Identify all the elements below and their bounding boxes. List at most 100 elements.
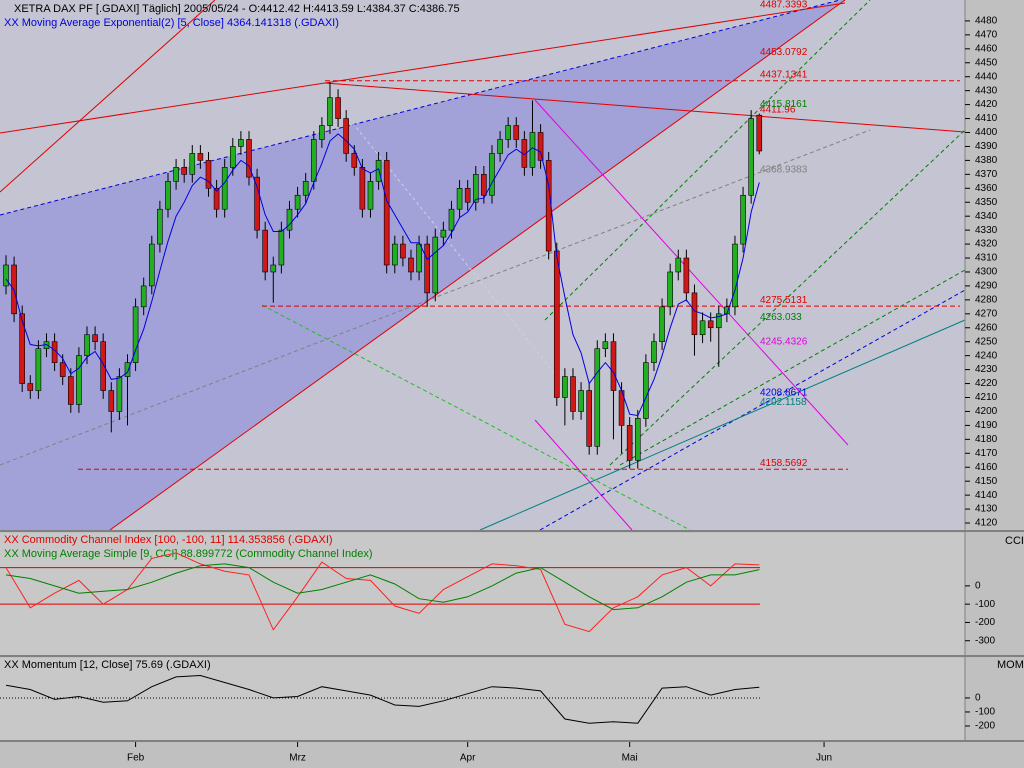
candle-body <box>262 229 268 273</box>
y-tick-label: 4360 <box>975 183 998 194</box>
legend-entry: XX Commodity Channel Index [100, -100, 1… <box>4 534 333 546</box>
candle-body <box>173 167 179 182</box>
candle-body <box>740 194 746 245</box>
y-tick-label: -200 <box>975 617 995 628</box>
candle-body <box>594 348 601 447</box>
candle-body <box>667 271 673 308</box>
candle-body <box>699 320 706 336</box>
candle-body <box>229 146 236 168</box>
candle-body <box>424 243 430 294</box>
trend-line <box>479 319 966 531</box>
y-tick-label: 4440 <box>975 71 998 82</box>
level-label: 4453.0792 <box>760 47 808 58</box>
candle-body <box>634 418 641 461</box>
trend-line <box>261 304 691 531</box>
candle-body <box>270 264 277 273</box>
candle-body <box>489 153 495 196</box>
candle-body <box>76 355 82 405</box>
candle-body <box>732 243 738 308</box>
legend-entry: XX Moving Average Exponential(2) [5, Clo… <box>4 17 339 29</box>
y-tick-label: 4230 <box>975 364 998 375</box>
candle-body <box>310 139 317 182</box>
candle-body <box>84 334 90 356</box>
y-tick-label: 4320 <box>975 239 998 250</box>
legend-entry: XX Momentum [12, Close] 75.69 (.GDAXI) <box>4 659 211 671</box>
trend-line <box>534 419 633 531</box>
level-label: 4275.5131 <box>760 295 808 306</box>
level-label: 4202.1158 <box>760 397 807 408</box>
candle-body <box>464 187 471 203</box>
level-label: 4368.9383 <box>760 164 808 175</box>
candle-body <box>132 306 139 363</box>
level-label: 4415.8161 <box>760 99 808 110</box>
trend-line <box>0 0 841 216</box>
level-label: 4437.1341 <box>760 69 808 80</box>
y-tick-label: 4240 <box>975 350 998 361</box>
y-tick-label: 4390 <box>975 141 998 152</box>
candle-body <box>140 285 147 308</box>
y-tick-label: 4140 <box>975 490 998 501</box>
x-tick-label: Mrz <box>289 753 306 764</box>
trend-line <box>609 129 966 466</box>
y-tick-label: 4130 <box>975 504 998 515</box>
trend-line <box>534 99 849 446</box>
candle-body <box>157 208 163 245</box>
candle-body <box>586 390 592 447</box>
candle-body <box>148 243 155 287</box>
candle-body <box>67 376 74 405</box>
candle-body <box>675 257 682 273</box>
candle-body <box>27 383 34 391</box>
candle-body <box>707 320 714 329</box>
y-tick-label: 4270 <box>975 308 998 319</box>
candle-body <box>748 118 754 196</box>
candle-body <box>683 257 690 294</box>
candle-body <box>165 181 171 210</box>
level-label: 4208.8671 <box>760 388 808 399</box>
candle-body <box>189 153 196 175</box>
candle-body <box>691 292 698 336</box>
candle-body <box>481 174 487 196</box>
candle-body <box>651 341 657 363</box>
candle-body <box>343 118 349 154</box>
candle-body <box>213 187 220 210</box>
y-tick-label: 4220 <box>975 378 998 389</box>
level-label: 4411.96 <box>760 104 796 115</box>
level-label: 4263.033 <box>760 312 802 323</box>
candle-body <box>537 132 544 161</box>
y-tick-label: 4350 <box>975 197 998 208</box>
trend-line <box>0 0 216 193</box>
x-tick-label: Apr <box>460 753 476 764</box>
candle-body <box>562 376 568 398</box>
y-tick-label: 4290 <box>975 281 998 292</box>
candle-body <box>294 194 301 210</box>
candle-body <box>756 114 763 152</box>
candle-body <box>602 341 609 349</box>
trend-line <box>109 0 846 531</box>
y-tick-label: 4430 <box>975 85 998 96</box>
trend-line <box>324 82 966 133</box>
candle-body <box>626 425 633 461</box>
ema-line <box>5 133 760 417</box>
candle-body <box>505 125 511 140</box>
candle-body <box>35 348 42 391</box>
candle-body <box>278 229 285 266</box>
y-tick-label: -300 <box>975 635 995 646</box>
candle-body <box>246 139 252 178</box>
y-tick-label: 4200 <box>975 406 998 417</box>
trend-line <box>539 289 966 531</box>
candle-body <box>181 167 187 175</box>
indicator-line <box>5 552 760 633</box>
candle-body <box>238 139 244 147</box>
indicator-line <box>5 674 760 724</box>
y-tick-label: 4460 <box>975 43 998 54</box>
candle-body <box>448 208 455 231</box>
y-tick-label: 4380 <box>975 155 998 166</box>
trend-line <box>0 2 846 134</box>
y-tick-label: 4280 <box>975 295 998 306</box>
candle-body <box>440 229 447 238</box>
x-tick-label: Mai <box>622 753 638 764</box>
y-tick-label: 4300 <box>975 267 998 278</box>
y-tick-label: 4260 <box>975 322 998 333</box>
y-tick-label: 4470 <box>975 30 998 41</box>
